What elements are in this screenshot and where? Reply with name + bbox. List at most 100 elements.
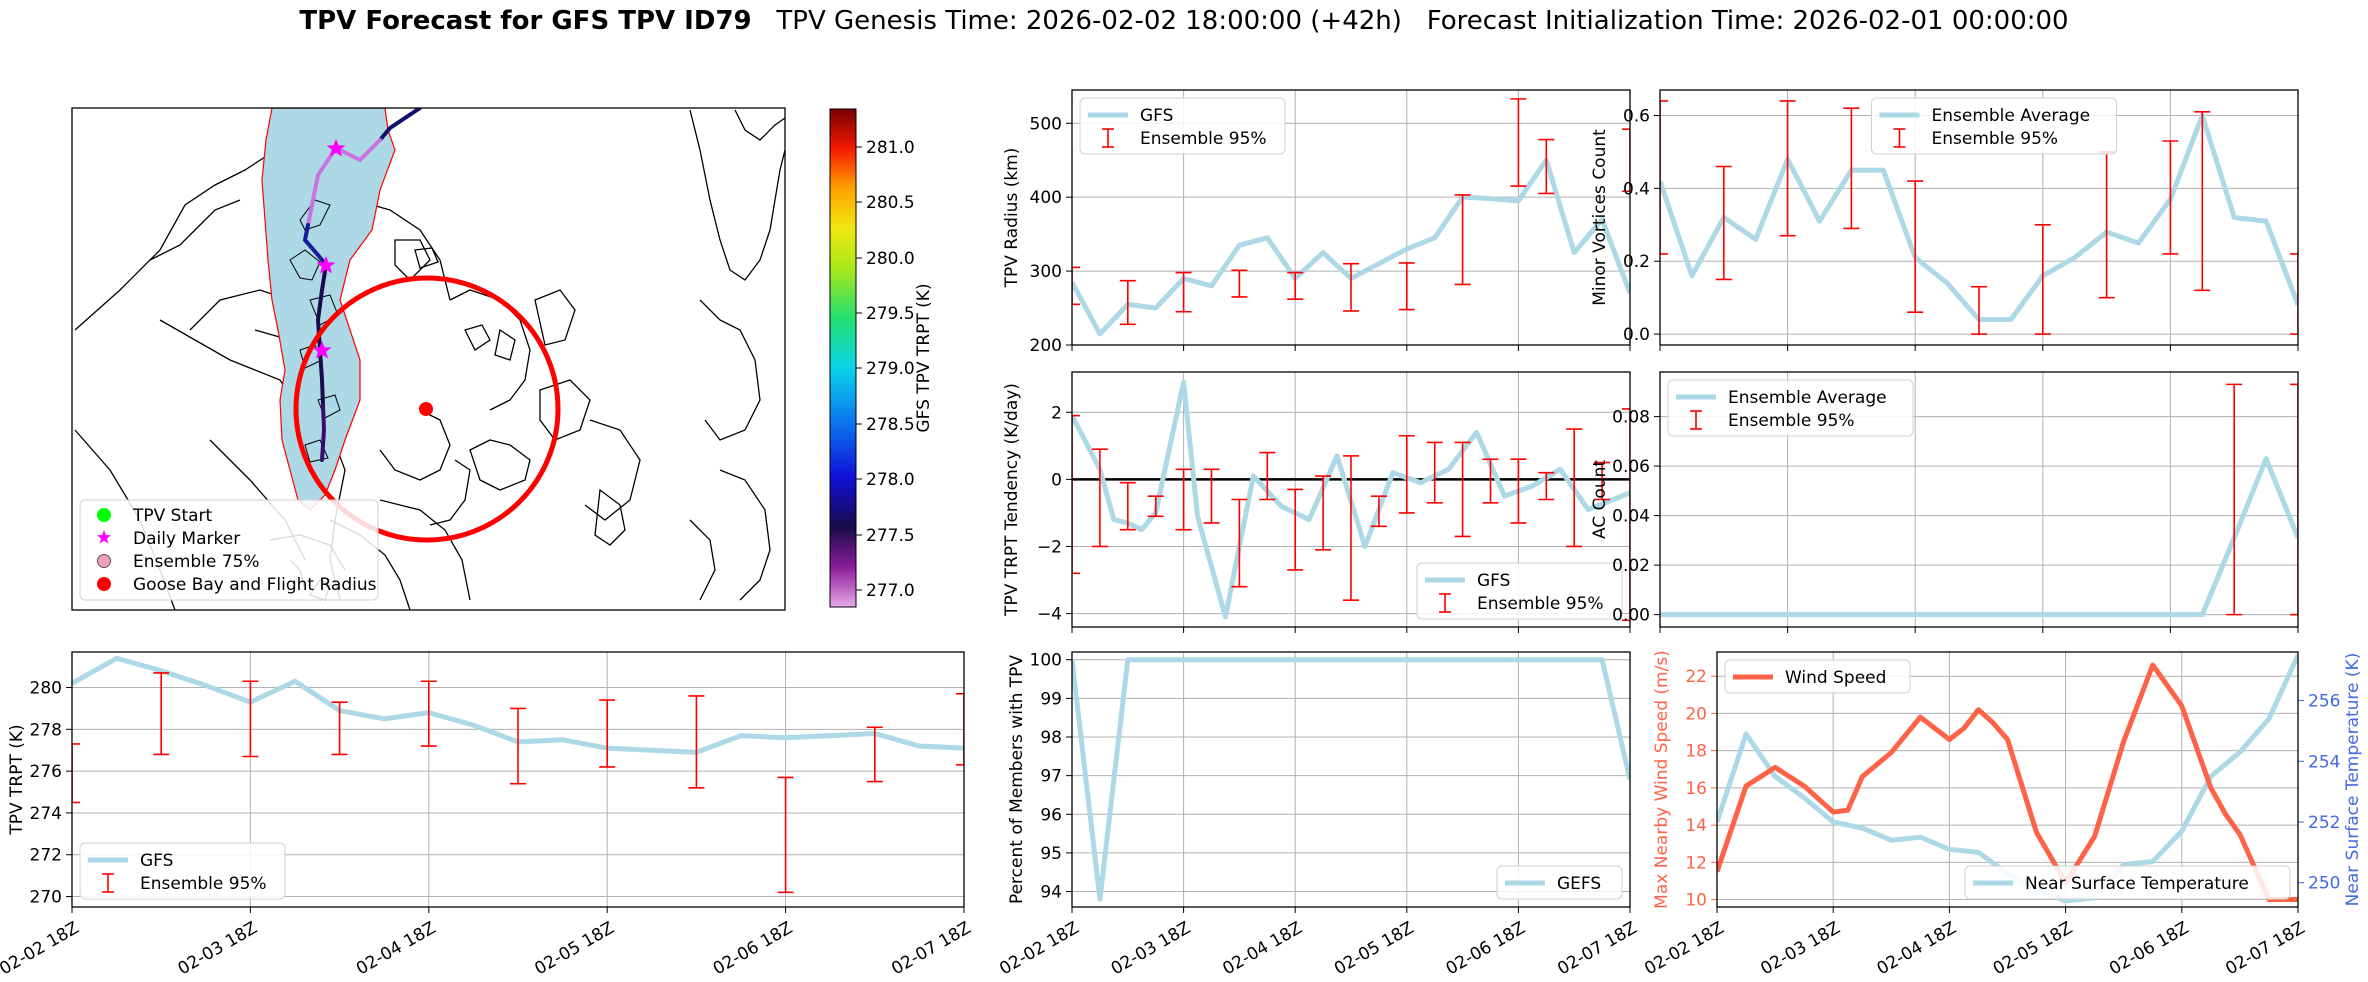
legend: Ensemble Average Ensemble 95%: [1667, 379, 1914, 437]
y-tick-label: 16: [1685, 779, 1707, 799]
y-tick-label: 254: [2308, 752, 2340, 772]
y-tick-label: 0.2: [1623, 252, 1650, 272]
legend-label: GFS: [140, 851, 173, 871]
x-axis: [1659, 345, 2299, 351]
y-axis: 200 300 400 500 TPV Radius (km): [1002, 114, 1072, 356]
plot-area: [1072, 98, 1630, 337]
axes-frame: [1659, 371, 2299, 628]
legend-daily-marker-icon: [96, 530, 112, 544]
legend-label: Ensemble 95%: [140, 874, 267, 894]
legend: Wind Speed: [1724, 659, 1911, 694]
legend-goose-bay-icon: [97, 577, 111, 591]
x-tick-label: 02-06 18Z: [2106, 918, 2192, 979]
y-axis: 0.0 0.2 0.4 0.6 Minor Vortices Count: [1590, 107, 1660, 345]
map-legend: TPV Start Daily Marker Ensemble 75% Goos…: [79, 499, 379, 601]
axes-frame: [1071, 371, 1631, 628]
chart-minor: 0.0 0.2 0.4 0.6 Minor Vortices Count Ensemble…: [1590, 89, 2299, 351]
colorbar-tick-label: 277.0: [866, 581, 915, 601]
y-axis-label: Percent of Members with TPV: [1007, 655, 1027, 904]
figure-title-bold: TPV Forecast for GFS TPV ID79: [299, 6, 752, 36]
x-axis: [1071, 345, 1631, 351]
y-tick-label: 250: [2308, 874, 2340, 894]
legend-label: GFS: [1140, 106, 1173, 126]
y-axis-label: Max Nearby Wind Speed (m/s): [1652, 650, 1672, 909]
legend-box: [1667, 379, 1914, 437]
plot-area: [1660, 100, 2298, 335]
legend-label: Ensemble 95%: [1932, 129, 2059, 149]
y-axis-label-right: Near Surface Temperature (K): [2343, 653, 2363, 907]
legend-box: [1964, 865, 2291, 900]
y-tick-label: 95: [1040, 844, 1062, 864]
legend-box: [1871, 97, 2117, 155]
y-tick-label: 272: [30, 846, 62, 866]
x-tick-label: 02-04 18Z: [1874, 918, 1960, 979]
y-tick-label: 500: [1030, 114, 1062, 134]
legend-box: [1724, 659, 1911, 694]
legend-label: GFS: [1477, 571, 1510, 591]
y-tick-label: 14: [1685, 816, 1707, 836]
legend-label: Near Surface Temperature: [2025, 874, 2249, 894]
y-axis-right: 250 252 254 256 Near Surface Temperature (K): [2298, 653, 2363, 907]
y-tick-label: 274: [30, 804, 62, 824]
x-tick-label: 02-02 18Z: [996, 918, 1082, 979]
plot-area: [1660, 383, 2298, 618]
colorbar-tick-label: 279.5: [866, 304, 915, 324]
colorbar-tick-label: 280.0: [866, 249, 915, 269]
x-tick-label: 02-03 18Z: [175, 918, 261, 979]
x-tick-label: 02-06 18Z: [710, 918, 796, 979]
x-tick-label: 02-05 18Z: [1331, 918, 1417, 979]
legend-label: Ensemble 95%: [1728, 411, 1855, 431]
legend-label: Ensemble 95%: [1140, 129, 1267, 149]
daily-marker-star-2: [316, 256, 336, 274]
axes-frame: [1659, 89, 2299, 346]
legend-label: Ensemble Average: [1932, 106, 2091, 126]
colorbar-tick-label: 277.5: [866, 526, 915, 546]
legend-label: Wind Speed: [1785, 668, 1886, 688]
flight-radius-circle: [293, 275, 561, 543]
series-line: [1072, 379, 1630, 620]
legend: GEFS: [1496, 865, 1623, 900]
error-bars: [1660, 100, 2298, 335]
legend-label: GEFS: [1557, 874, 1601, 894]
y-tick-label: 0.04: [1612, 507, 1650, 527]
y-tick-label: 0.0: [1623, 325, 1650, 345]
y-tick-label: 12: [1685, 853, 1707, 873]
colorbar-tick-label: 281.0: [866, 138, 915, 158]
error-bars: [1072, 98, 1630, 326]
legend: GFS Ensemble 95%: [1079, 97, 1286, 155]
x-tick-label: 02-07 18Z: [2222, 918, 2308, 979]
x-tick-label: 02-04 18Z: [353, 918, 439, 979]
y-tick-label: 96: [1040, 805, 1062, 825]
axes-frame: [1071, 651, 1631, 908]
map-panel: TPV Start Daily Marker Ensemble 75% Goos…: [71, 107, 934, 611]
y-tick-label: 200: [1030, 336, 1062, 356]
error-bars: [72, 672, 964, 894]
x-tick-label: 02-06 18Z: [1443, 918, 1529, 979]
y-tick-label: 252: [2308, 813, 2340, 833]
x-tick-label: 02-07 18Z: [888, 918, 974, 979]
y-tick-label: 0.6: [1623, 107, 1650, 127]
series-line: [1717, 662, 2298, 903]
y-axis-label: AC Count: [1590, 460, 1610, 539]
x-tick-label: 02-07 18Z: [1554, 918, 1640, 979]
legend-label: Ensemble Average: [1728, 388, 1887, 408]
map-features: TPV Start Daily Marker Ensemble 75% Goos…: [72, 108, 785, 610]
colorbar-label: GFS TPV TRPT (K): [914, 283, 934, 432]
daily-marker-star-3: [312, 341, 332, 359]
y-tick-label: 276: [30, 762, 62, 782]
y-tick-label: 94: [1040, 883, 1062, 903]
x-axis: [1071, 627, 1631, 633]
y-axis: 270 272 274 276 278 280 TPV TRPT (K): [7, 679, 72, 908]
x-tick-label: 02-05 18Z: [531, 918, 617, 979]
legend-box: [79, 842, 286, 900]
plot-area: [1072, 379, 1630, 622]
figure-title-rest: TPV Genesis Time: 2026-02-02 18:00:00 (+…: [776, 6, 2069, 36]
x-tick-label: 02-05 18Z: [1990, 918, 2076, 979]
error-bars: [2226, 383, 2298, 616]
y-tick-label: 280: [30, 679, 62, 699]
error-bars: [1072, 408, 1630, 622]
